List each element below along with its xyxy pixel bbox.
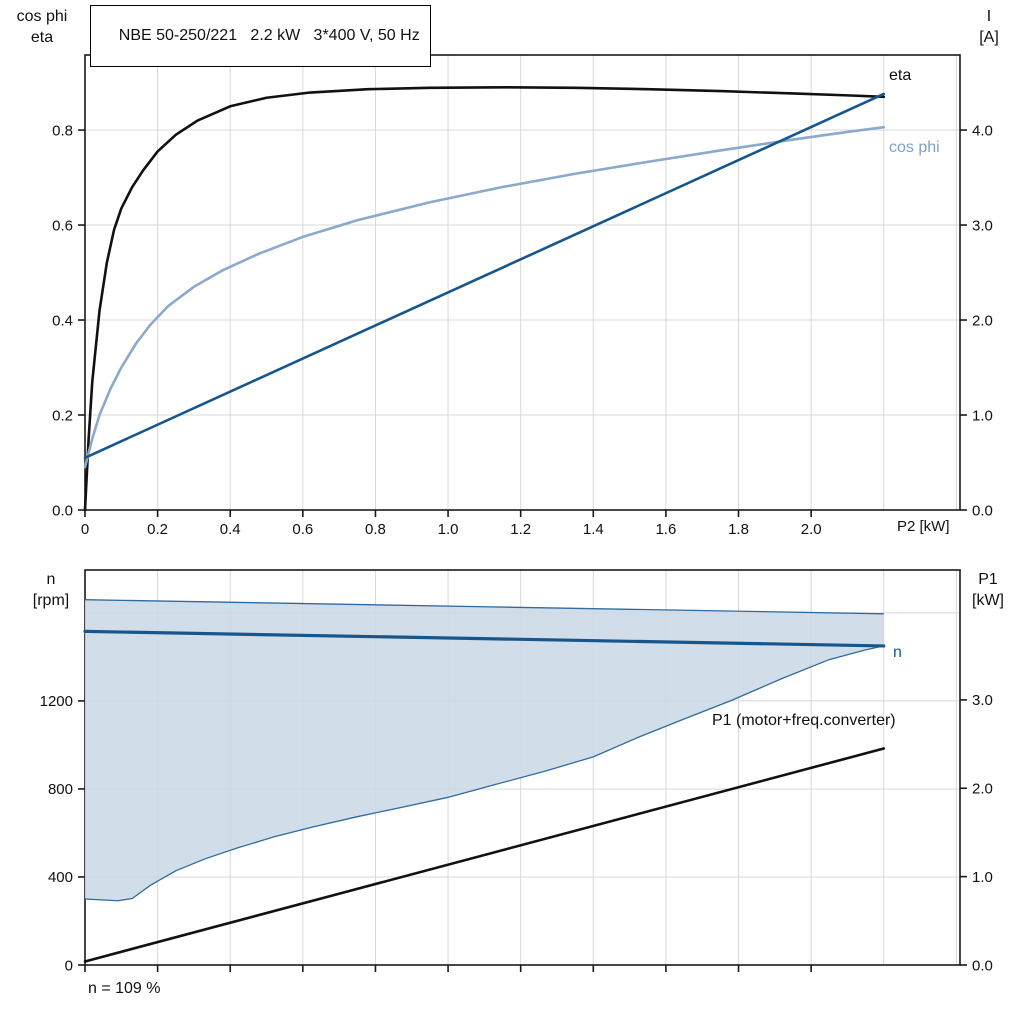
series-i [83, 92, 886, 460]
speed-percentage-note: n = 109 % [88, 980, 161, 997]
tick-label-right: 4.0 [972, 122, 993, 139]
bottom-left-axis-title: n [rpm] [18, 569, 84, 611]
tick-label-right: 1.0 [972, 869, 993, 886]
tick-label-left: 0.6 [52, 217, 73, 234]
band-upper-speed-control-range [84, 599, 884, 615]
tick-label-x: 1.6 [655, 521, 676, 538]
cos-phi-curve-label: cos phi [889, 139, 940, 156]
axis-title-p1-unit: [kW] [972, 592, 1004, 609]
tick-label-left: 0.4 [52, 312, 73, 329]
axis-title-current-unit: [A] [979, 29, 999, 46]
tick-label-right: 3.0 [972, 217, 993, 234]
tick-label-x: 2.0 [801, 521, 822, 538]
top-left-axis-title: cos phi eta [4, 6, 80, 48]
speed-curve-label: n [893, 644, 902, 661]
axis-title-speed: n [46, 571, 56, 588]
chart-panel-0: 0.0 0.2 0.4 0.6 0.8 0.0 1.0 2.0 3.0 4.0 0 0.2 0.4 0.6… [52, 54, 993, 538]
tick-label-x: 0.2 [147, 521, 168, 538]
axis-title-cos-phi: cos phi [16, 8, 68, 25]
tick-label-right: 2.0 [972, 312, 993, 329]
tick-label-left: 1200 [40, 693, 73, 710]
axis-title-eta: eta [30, 29, 54, 46]
tick-label-x: 1.0 [438, 521, 459, 538]
tick-label-right: 3.0 [972, 692, 993, 709]
plot-border [84, 54, 961, 511]
tick-label-left: 0.2 [52, 407, 73, 424]
p1-curve-label: P1 (motor+freq.converter) [712, 712, 896, 729]
tick-label-x: 0.4 [220, 521, 241, 538]
eta-curve-label: eta [889, 67, 912, 84]
x-axis-label: P2 [kW] [897, 518, 950, 535]
tick-label-right: 2.0 [972, 781, 993, 798]
tick-label-left: 800 [48, 781, 73, 798]
axis-title-speed-unit: [rpm] [32, 592, 70, 609]
tick-label-left: 400 [48, 869, 73, 886]
tick-label-x: 0 [81, 521, 89, 538]
tick-label-left: 0 [65, 957, 73, 974]
tick-label-x: 0.6 [292, 521, 313, 538]
chart-title: NBE 50-250/221 2.2 kW 3*400 V, 50 Hz [118, 27, 420, 44]
bottom-right-axis-title: P1 [kW] [958, 569, 1018, 611]
series-n [83, 629, 886, 648]
series-p1-motor-freq-converter- [83, 747, 886, 963]
tick-label-right: 0.0 [972, 502, 993, 519]
axis-title-p1: P1 [978, 571, 998, 588]
tick-label-right: 1.0 [972, 407, 993, 424]
chart-panel-1: 0 400 800 1200 0.0 1.0 2.0 3.0 [40, 569, 993, 974]
tick-label-right: 0.0 [972, 957, 993, 974]
axis-title-current: I [986, 8, 992, 25]
tick-label-x: 1.4 [583, 521, 604, 538]
chart-title-box: NBE 50-250/221 2.2 kW 3*400 V, 50 Hz [90, 5, 431, 67]
top-right-axis-title: I [A] [963, 6, 1015, 48]
tick-label-x: 0.8 [365, 521, 386, 538]
tick-label-x: 1.8 [728, 521, 749, 538]
tick-label-left: 0.8 [52, 122, 73, 139]
tick-label-x: 1.2 [510, 521, 531, 538]
band-speed-control-range [85, 599, 884, 901]
series-eta [83, 85, 886, 512]
tick-label-left: 0.0 [52, 502, 73, 519]
series-cos-phi [83, 125, 886, 469]
band-lower-speed-control-range [84, 645, 884, 902]
